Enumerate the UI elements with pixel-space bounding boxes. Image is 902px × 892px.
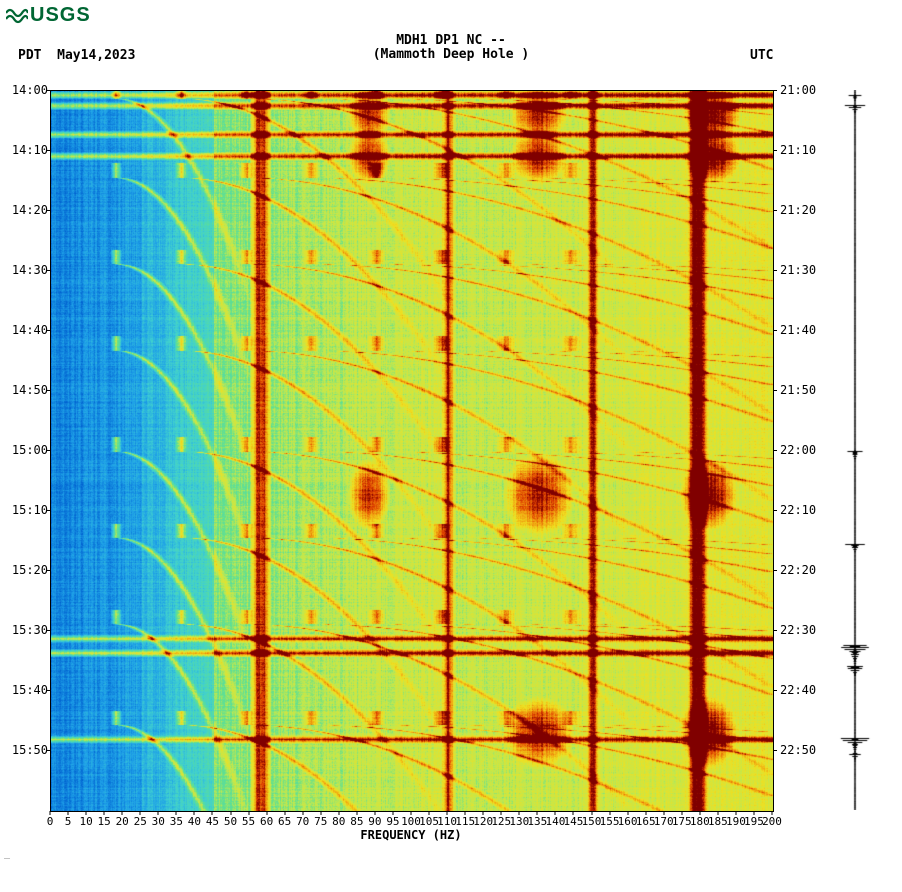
- freq-tick: 25: [134, 815, 147, 828]
- station-id: MDH1 DP1 NC --: [0, 34, 902, 48]
- left-time-tick: 14:40: [10, 323, 48, 337]
- freq-tick: 35: [170, 815, 183, 828]
- freq-tick: 145: [564, 815, 584, 828]
- left-time-tick: 14:20: [10, 203, 48, 217]
- left-time-tick: 14:10: [10, 143, 48, 157]
- right-time-tick: 21:50: [780, 383, 830, 397]
- freq-tick: 130: [509, 815, 529, 828]
- freq-tick: 45: [206, 815, 219, 828]
- freq-tick: 185: [708, 815, 728, 828]
- right-time-tick: 21:30: [780, 263, 830, 277]
- right-time-tick: 21:20: [780, 203, 830, 217]
- freq-tick: 50: [224, 815, 237, 828]
- freq-tick: 60: [260, 815, 273, 828]
- right-time-tick: 21:40: [780, 323, 830, 337]
- freq-tick: 160: [618, 815, 638, 828]
- freq-tick: 0: [47, 815, 54, 828]
- spectrogram-plot: [50, 90, 774, 812]
- left-time-tick: 14:50: [10, 383, 48, 397]
- freq-tick: 100: [401, 815, 421, 828]
- right-time-tick: 22:20: [780, 563, 830, 577]
- freq-tick: 135: [527, 815, 547, 828]
- right-time-tick: 22:30: [780, 623, 830, 637]
- left-time-tick: 15:00: [10, 443, 48, 457]
- right-time-tick: 21:10: [780, 143, 830, 157]
- waveform-panel: [830, 90, 880, 810]
- right-time-tick: 22:00: [780, 443, 830, 457]
- freq-tick: 90: [368, 815, 381, 828]
- freq-tick: 195: [744, 815, 764, 828]
- left-time-tick: 15:30: [10, 623, 48, 637]
- left-time-tick: 15:40: [10, 683, 48, 697]
- freq-tick: 110: [437, 815, 457, 828]
- freq-tick: 180: [690, 815, 710, 828]
- freq-tick: 70: [296, 815, 309, 828]
- freq-tick: 75: [314, 815, 327, 828]
- left-time-tick: 14:00: [10, 83, 48, 97]
- freq-tick: 40: [188, 815, 201, 828]
- right-tz-label: UTC: [750, 48, 773, 63]
- freq-tick: 120: [473, 815, 493, 828]
- right-time-tick: 21:00: [780, 83, 830, 97]
- left-time-tick: 15:10: [10, 503, 48, 517]
- freq-tick: 10: [79, 815, 92, 828]
- freq-tick: 190: [726, 815, 746, 828]
- freq-tick: 140: [545, 815, 565, 828]
- freq-tick: 155: [600, 815, 620, 828]
- x-axis-label: FREQUENCY (HZ): [50, 828, 772, 842]
- freq-tick: 30: [152, 815, 165, 828]
- freq-tick: 115: [455, 815, 475, 828]
- freq-tick: 150: [582, 815, 602, 828]
- waveform-canvas: [830, 90, 880, 810]
- freq-tick: 125: [491, 815, 511, 828]
- freq-tick: 175: [672, 815, 692, 828]
- freq-tick: 200: [762, 815, 782, 828]
- freq-tick: 170: [654, 815, 674, 828]
- usgs-logo: USGS: [6, 4, 91, 27]
- left-time-tick: 14:30: [10, 263, 48, 277]
- freq-tick: 165: [636, 815, 656, 828]
- right-time-tick: 22:40: [780, 683, 830, 697]
- left-time-tick: 15:50: [10, 743, 48, 757]
- freq-tick: 5: [65, 815, 72, 828]
- freq-tick: 80: [332, 815, 345, 828]
- freq-tick: 55: [242, 815, 255, 828]
- freq-tick: 95: [386, 815, 399, 828]
- freq-tick: 20: [116, 815, 129, 828]
- left-time-tick: 15:20: [10, 563, 48, 577]
- freq-tick: 65: [278, 815, 291, 828]
- usgs-wave-icon: [6, 7, 28, 25]
- freq-tick: 105: [419, 815, 439, 828]
- right-time-tick: 22:10: [780, 503, 830, 517]
- right-time-tick: 22:50: [780, 743, 830, 757]
- footnote: _: [4, 848, 10, 859]
- freq-tick: 15: [98, 815, 111, 828]
- spectrogram-canvas: [51, 91, 773, 811]
- freq-tick: 85: [350, 815, 363, 828]
- left-tz-label: PDT May14,2023: [18, 48, 135, 63]
- usgs-text: USGS: [30, 4, 91, 27]
